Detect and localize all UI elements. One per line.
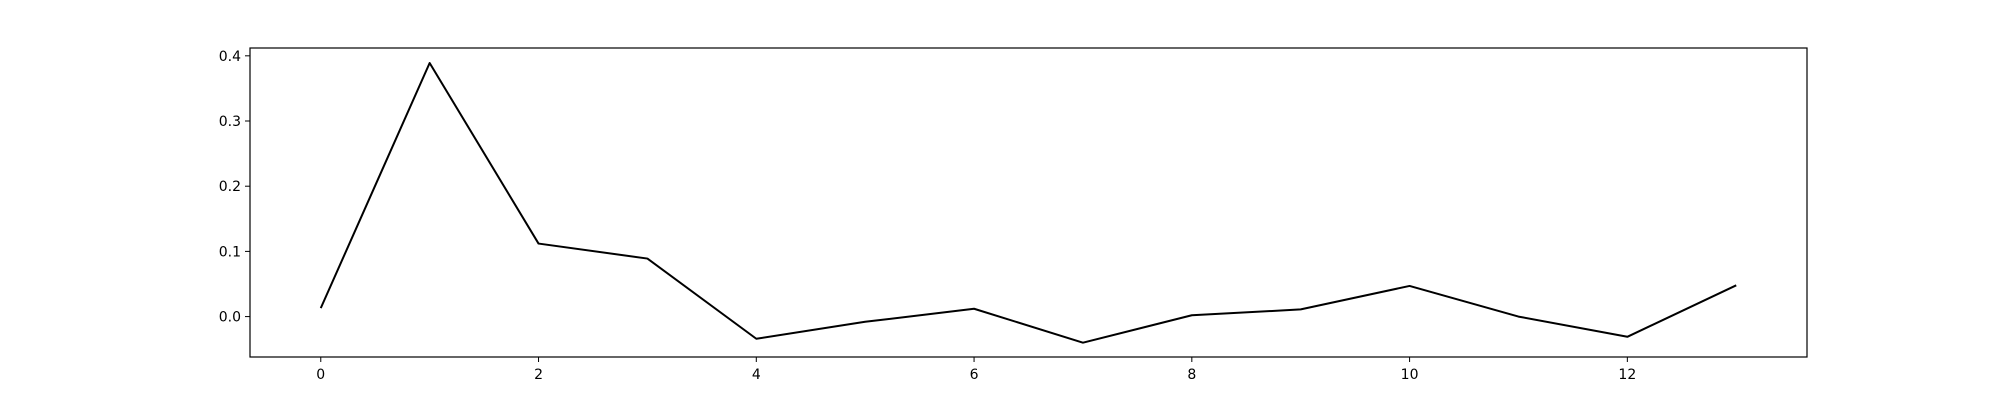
y-tick-label: 0.2: [219, 179, 241, 195]
x-tick-label: 8: [1187, 367, 1196, 383]
y-tick-label: 0.1: [219, 244, 241, 260]
x-tick-label: 12: [1618, 367, 1636, 383]
plot-marks: [319, 61, 1737, 344]
y-axis: 0.0 0.1 0.2 0.3 0.4: [219, 49, 250, 326]
series-line: [319, 61, 1737, 344]
x-tick-label: 2: [534, 367, 543, 383]
y-tick-label: 0.4: [219, 49, 241, 65]
y-tick-label: 0.3: [219, 114, 241, 130]
x-tick-label: 0: [316, 367, 325, 383]
x-tick-label: 4: [752, 367, 761, 383]
x-axis: 0 2 4 6 8 10 12: [316, 357, 1636, 383]
x-tick-label: 10: [1401, 367, 1419, 383]
plot-frame: [249, 47, 1808, 358]
y-tick-label: 0.0: [219, 310, 241, 326]
x-tick-label: 6: [970, 367, 979, 383]
